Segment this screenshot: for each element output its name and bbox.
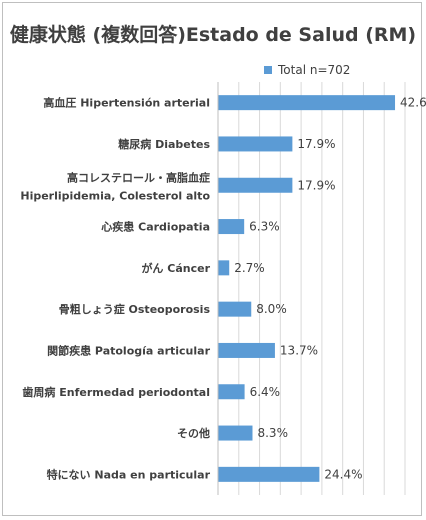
value-label: 2.7%: [234, 261, 265, 275]
value-label: 6.4%: [250, 385, 281, 399]
bar: [218, 301, 252, 317]
legend-swatch: [264, 66, 272, 74]
value-label: 24.4%: [324, 467, 362, 481]
category-label: その他: [177, 426, 210, 440]
value-label: 42.6%: [400, 96, 426, 110]
bar: [218, 136, 293, 152]
category-label: 高血圧 Hipertensión arterial: [43, 96, 210, 110]
value-label: 8.3%: [257, 426, 288, 440]
bar: [218, 466, 320, 482]
category-label: 高コレステロール・高脂血症: [67, 170, 210, 184]
bar: [218, 260, 230, 276]
legend-label: Total n=702: [278, 63, 351, 77]
bar: [218, 177, 293, 193]
category-label: 骨粗しょう症 Osteoporosis: [59, 302, 211, 316]
chart-title: 健康状態 (複数回答)Estado de Salud (RM): [9, 24, 417, 46]
bar: [218, 342, 275, 358]
value-label: 17.9%: [297, 178, 335, 192]
chart-legend: Total n=702: [264, 63, 350, 77]
bar: [218, 384, 245, 400]
bar: [218, 219, 245, 235]
category-label: 歯周病 Enfermedad periodontal: [22, 385, 210, 399]
category-label: 関節疾患 Patología articular: [47, 343, 210, 357]
value-label: 13.7%: [280, 343, 318, 357]
category-label: Hiperlipidemia, Colesterol alto: [20, 189, 210, 202]
category-label: 特にない Nada en particular: [47, 467, 211, 481]
value-label: 17.9%: [297, 137, 335, 151]
category-label: 心疾患 Cardiopatia: [101, 220, 210, 234]
bar: [218, 95, 396, 111]
category-label: がん Cáncer: [141, 261, 210, 275]
category-label: 糖尿病 Diabetes: [118, 137, 210, 151]
bar: [218, 425, 253, 441]
value-label: 6.3%: [249, 220, 280, 234]
value-label: 8.0%: [256, 302, 287, 316]
chart-frame: [2, 2, 422, 516]
